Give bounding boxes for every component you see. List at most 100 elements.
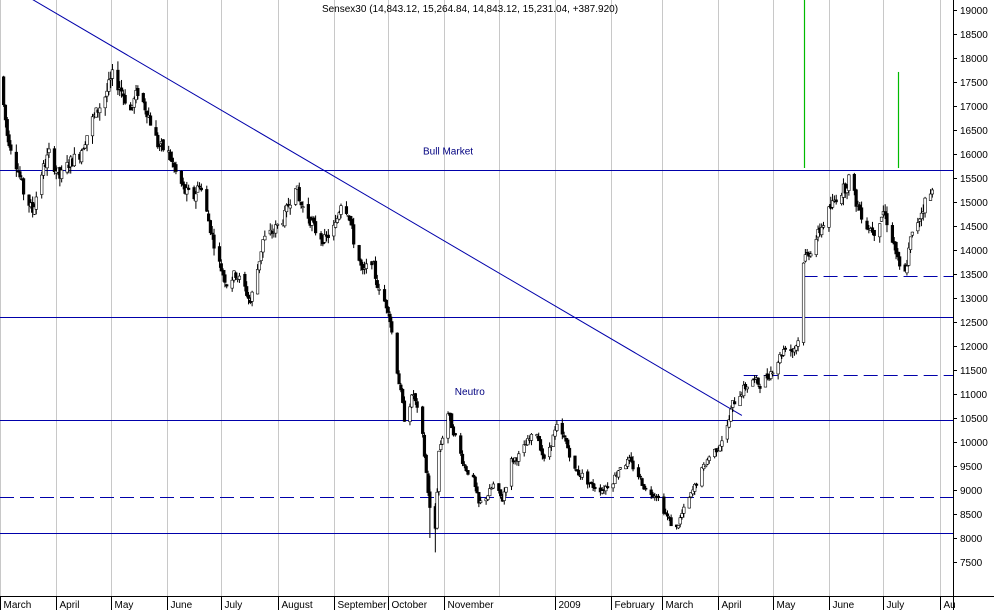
- price-bar-body: [234, 272, 238, 278]
- price-bar-body: [733, 401, 737, 405]
- price-bar-body: [415, 401, 419, 408]
- price-bar-body: [486, 495, 490, 500]
- price-bar-body: [110, 69, 115, 79]
- price-bar-body: [243, 273, 247, 287]
- price-bar-body: [344, 206, 349, 214]
- price-bar-body: [219, 263, 223, 272]
- price-bar-body: [435, 491, 439, 529]
- price-bar-body: [821, 225, 826, 228]
- price-bar-body: [245, 286, 249, 296]
- price-bar-body: [642, 484, 646, 490]
- price-bar-body: [689, 492, 693, 498]
- price-bar-body: [600, 490, 604, 494]
- price-bar-body: [440, 437, 445, 445]
- price-bar-body: [167, 150, 171, 153]
- price-bar-body: [555, 424, 559, 431]
- price-bar-body: [437, 450, 441, 492]
- x-tick-label: May: [115, 600, 134, 610]
- price-bar-body: [625, 459, 630, 467]
- price-bar-body: [473, 476, 477, 487]
- x-tick-label: March: [4, 600, 32, 610]
- price-bar-body: [678, 517, 682, 525]
- price-bar-body: [830, 200, 835, 208]
- price-bar-body: [123, 94, 127, 104]
- price-bar-body: [352, 224, 356, 245]
- price-bar-body: [859, 207, 864, 220]
- price-bar-body: [618, 467, 622, 470]
- price-bar-body: [32, 206, 37, 215]
- price-bar-body: [803, 254, 807, 262]
- price-bar-body: [154, 127, 158, 136]
- price-bar-body: [373, 260, 378, 279]
- volume-spikes: [803, 0, 900, 169]
- price-bar-body: [408, 406, 412, 423]
- price-bar-body: [604, 486, 608, 492]
- price-bar-body: [765, 373, 769, 379]
- price-bar-body: [725, 425, 729, 440]
- price-bar-body: [551, 434, 555, 447]
- price-bar-body: [479, 500, 483, 503]
- price-bar-body: [687, 497, 691, 509]
- price-bar-body: [497, 483, 501, 491]
- y-tick-label: 8500: [960, 510, 983, 521]
- price-bar-body: [310, 219, 314, 226]
- price-bar-body: [116, 69, 120, 91]
- price-bar-body: [509, 458, 514, 487]
- price-bar-body: [847, 174, 851, 191]
- price-bar-body: [705, 459, 710, 465]
- price-bar-body: [98, 107, 102, 114]
- price-bar-body: [141, 93, 145, 103]
- price-bar-body: [397, 373, 401, 385]
- price-bar-body: [649, 489, 653, 495]
- price-bar-body: [143, 101, 147, 111]
- price-bar-body: [333, 222, 338, 228]
- price-bar-body: [274, 224, 278, 234]
- price-bar-body: [197, 185, 202, 188]
- price-bar-body: [489, 487, 494, 490]
- x-tick-label: May: [777, 600, 796, 610]
- price-bar-body: [567, 447, 572, 458]
- price-bar-body: [261, 239, 265, 253]
- price-bar-body: [780, 354, 784, 357]
- x-tick-label: April: [60, 600, 80, 610]
- price-bar-body: [148, 115, 153, 126]
- price-bar-body: [542, 454, 546, 459]
- price-bar-body: [361, 264, 365, 270]
- price-bar-body: [729, 408, 733, 422]
- price-bar-body: [205, 189, 209, 212]
- y-tick-label: 14500: [960, 222, 988, 233]
- price-bar-body: [916, 222, 920, 232]
- price-bar-body: [2, 76, 6, 106]
- y-tick-label: 18500: [960, 30, 988, 41]
- y-tick-label: 9000: [960, 486, 983, 497]
- price-bar-body: [693, 484, 697, 492]
- y-tick-label: 11000: [960, 390, 988, 401]
- annotation-bull-market: Bull Market: [423, 147, 473, 158]
- price-bar-body: [665, 513, 670, 517]
- y-tick-label: 9500: [960, 462, 983, 473]
- price-bar-body: [34, 196, 38, 210]
- price-bar-body: [713, 448, 717, 457]
- price-bar-body: [40, 174, 44, 195]
- price-bar-body: [573, 455, 577, 469]
- price-bar-body: [103, 96, 107, 109]
- price-bar-body: [179, 170, 183, 184]
- horizontal-lines: [0, 170, 953, 534]
- price-bar-body: [738, 396, 742, 407]
- chart-title: Sensex30 (14,843.12, 15,264.84, 14,843.1…: [322, 4, 618, 15]
- price-bar-body: [212, 234, 216, 249]
- price-bar-body: [644, 487, 648, 490]
- price-bar-body: [109, 78, 113, 81]
- price-bar-body: [446, 413, 450, 439]
- y-tick-label: 10000: [960, 438, 988, 449]
- y-tick-label: 13000: [960, 294, 988, 305]
- price-bar-body: [337, 212, 341, 220]
- price-bar-body: [908, 236, 913, 250]
- price-bar-body: [801, 262, 806, 343]
- price-bar-body: [778, 354, 782, 364]
- price-bar-body: [453, 433, 457, 436]
- price-bar-body: [375, 280, 379, 288]
- price-bar-body: [809, 253, 813, 257]
